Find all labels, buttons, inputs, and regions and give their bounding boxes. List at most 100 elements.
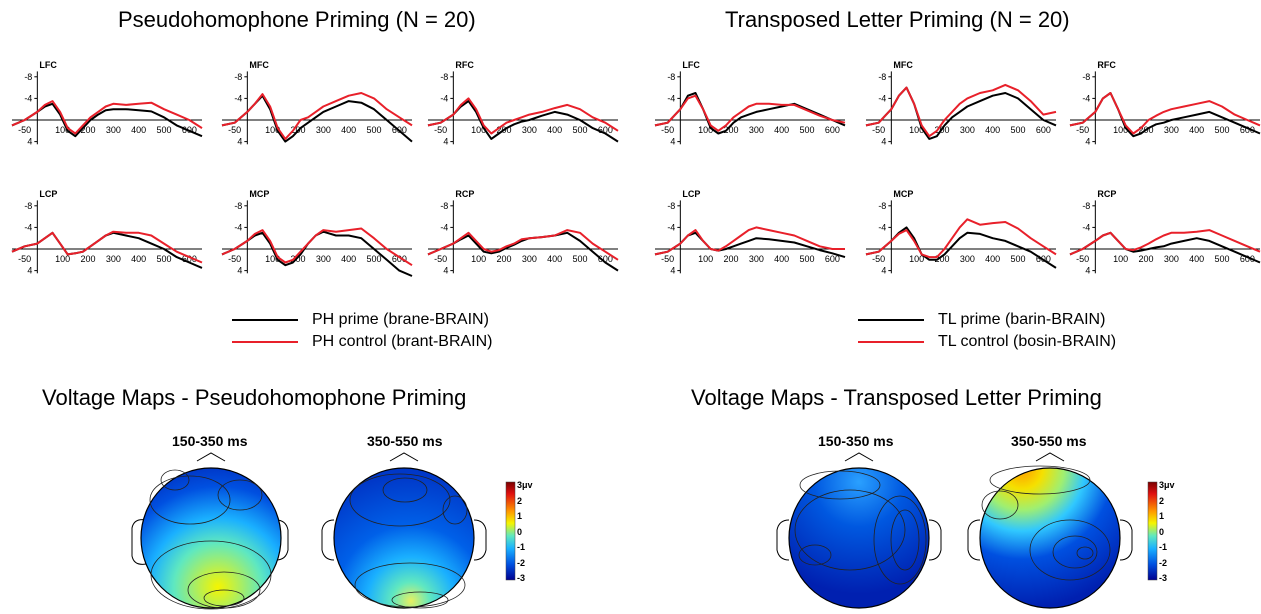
series-line-red [427, 97, 619, 135]
x-tick-label: 500 [156, 125, 171, 135]
colorbar-tick-label: -2 [1159, 557, 1168, 568]
x-tick-label: 500 [572, 125, 587, 135]
panel-label: RFC [455, 60, 474, 70]
x-tick-label: 200 [723, 254, 738, 264]
x-tick-label: 100 [55, 125, 70, 135]
x-tick-label: 400 [774, 125, 789, 135]
y-tick-label: 4 [237, 266, 242, 276]
x-tick-label: 500 [156, 254, 171, 264]
panel-label: LFC [39, 60, 57, 70]
y-tick-label: -4 [878, 93, 886, 103]
y-tick-label: 4 [237, 137, 242, 147]
colorbar-right [1147, 481, 1158, 581]
legend-item: TL control (bosin-BRAIN) [858, 331, 1116, 353]
erp-panel-left-lcp: -8 -4 4 -50 100 200 300 400 500 600 LCP [11, 189, 203, 276]
y-tick-label: 4 [881, 266, 886, 276]
y-tick-label: -8 [24, 201, 32, 211]
y-tick-label: -4 [234, 222, 242, 232]
x-tick-label: 300 [1164, 125, 1179, 135]
panel-label: LFC [682, 60, 700, 70]
x-tick-label: 400 [131, 254, 146, 264]
colorbar-tick-label: 1 [1159, 511, 1165, 521]
x-tick-label: 400 [547, 254, 562, 264]
y-tick-label: 4 [443, 266, 448, 276]
series-line-red [11, 100, 203, 135]
series-line-red [865, 83, 1057, 138]
x-tick-label: 300 [106, 254, 121, 264]
x-tick-label: 300 [960, 254, 975, 264]
x-tick-label: -50 [18, 254, 31, 264]
x-tick-label: 100 [471, 254, 486, 264]
x-tick-label: -50 [872, 254, 885, 264]
legend-item: PH prime (brane-BRAIN) [232, 309, 493, 331]
colorbar-tick-label: 0 [517, 526, 523, 537]
x-tick-label: 100 [698, 254, 713, 264]
x-tick-label: 400 [341, 254, 356, 264]
x-tick-label: 200 [290, 254, 305, 264]
legend-item: PH control (brant-BRAIN) [232, 331, 493, 353]
legend-label: PH prime (brane-BRAIN) [312, 311, 489, 328]
head-map-tl-350-550 [967, 452, 1133, 609]
x-tick-label: 500 [1214, 254, 1229, 264]
series-line-red [221, 92, 413, 140]
panel-label: MCP [249, 189, 269, 199]
x-tick-label: 400 [547, 125, 562, 135]
colorbar-tick-label: -1 [1159, 542, 1168, 552]
x-tick-label: 600 [598, 125, 613, 135]
x-tick-label: -50 [18, 125, 31, 135]
x-tick-label: 200 [80, 254, 95, 264]
colorbar-tick-label: -2 [517, 557, 526, 568]
x-tick-label: 500 [799, 125, 814, 135]
series-line-black [427, 231, 619, 272]
colorbar-tick-label: 2 [517, 495, 523, 506]
legend-swatch [232, 341, 298, 343]
y-tick-label: -4 [667, 93, 675, 103]
series-line-red [654, 94, 846, 132]
y-tick-label: 4 [670, 137, 675, 147]
x-tick-label: -50 [872, 125, 885, 135]
x-tick-label: 400 [131, 125, 146, 135]
x-tick-label: 300 [106, 125, 121, 135]
y-tick-label: 4 [881, 137, 886, 147]
x-tick-label: 300 [1164, 254, 1179, 264]
x-tick-label: 500 [799, 254, 814, 264]
right-section-title: Transposed Letter Priming (N = 20) [725, 7, 1070, 32]
y-tick-label: -8 [440, 201, 448, 211]
y-tick-label: -4 [440, 222, 448, 232]
y-tick-label: -4 [878, 222, 886, 232]
y-tick-label: 4 [1085, 137, 1090, 147]
series-line-red [1069, 92, 1261, 135]
x-tick-label: 100 [265, 125, 280, 135]
x-tick-label: -50 [228, 254, 241, 264]
legend-swatch [858, 319, 924, 321]
panel-label: RCP [1097, 189, 1116, 199]
series-line-red [427, 229, 619, 261]
legend-label: TL prime (barin-BRAIN) [938, 311, 1106, 328]
y-tick-label: -4 [24, 93, 32, 103]
legend-item: TL prime (barin-BRAIN) [858, 309, 1116, 331]
x-tick-label: 100 [698, 125, 713, 135]
x-tick-label: 400 [341, 125, 356, 135]
x-tick-label: 500 [366, 254, 381, 264]
x-tick-label: 500 [366, 125, 381, 135]
x-tick-label: 400 [1189, 125, 1204, 135]
x-tick-label: 100 [909, 125, 924, 135]
x-tick-label: 500 [1214, 125, 1229, 135]
left-legend: PH prime (brane-BRAIN) PH control (brant… [232, 309, 493, 353]
colorbar-tick-label: 3μv [517, 480, 533, 490]
x-tick-label: 100 [909, 254, 924, 264]
x-tick-label: 100 [55, 254, 70, 264]
x-tick-label: 500 [1010, 125, 1025, 135]
x-tick-label: 100 [471, 125, 486, 135]
x-tick-label: -50 [228, 125, 241, 135]
panel-label: MFC [893, 60, 913, 70]
y-tick-label: -8 [1082, 201, 1090, 211]
y-tick-label: -8 [878, 72, 886, 82]
x-tick-label: 300 [522, 254, 537, 264]
y-tick-label: -8 [234, 201, 242, 211]
erp-panel-right-lcp: -8 -4 4 -50 100 200 300 400 500 600 LCP [654, 189, 846, 276]
y-tick-label: -4 [1082, 222, 1090, 232]
